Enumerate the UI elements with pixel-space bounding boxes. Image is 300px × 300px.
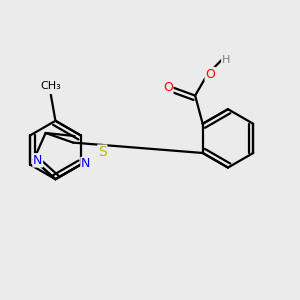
Text: N: N [33,154,42,167]
Text: CH₃: CH₃ [40,81,61,91]
Text: N: N [81,158,90,170]
Text: O: O [163,81,173,94]
Text: H: H [222,55,230,64]
Text: S: S [98,145,107,159]
Text: O: O [205,68,215,81]
